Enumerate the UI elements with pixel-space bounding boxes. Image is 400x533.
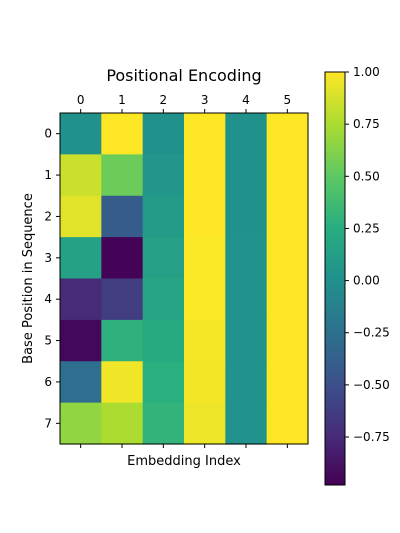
heatmap-cell <box>101 402 144 445</box>
colorbar <box>324 71 346 486</box>
colorbar-tick-label: −0.50 <box>353 378 390 392</box>
colorbar-tick-label: −0.75 <box>353 430 390 444</box>
heatmap-cell <box>184 113 226 155</box>
heatmap-cell <box>184 402 226 445</box>
y-axis-label: Base Position in Sequence <box>21 193 36 364</box>
heatmap-cell <box>142 154 185 197</box>
heatmap-cell <box>184 154 226 197</box>
x-axis-ticks: 0 1 2 3 4 5 <box>77 93 291 448</box>
heatmap-cell <box>225 154 268 197</box>
heatmap-cells <box>60 113 309 445</box>
heatmap-cell <box>225 195 268 238</box>
heatmap-cell <box>142 319 185 362</box>
heatmap-cell <box>101 195 144 238</box>
y-tick-label: 4 <box>44 292 52 306</box>
heatmap-cell <box>142 402 185 445</box>
heatmap-cell <box>60 402 102 445</box>
heatmap-cell <box>101 361 144 404</box>
heatmap-cell <box>101 237 144 280</box>
heatmap-cell <box>225 319 268 362</box>
heatmap-cell <box>60 278 102 321</box>
heatmap-cell <box>184 195 226 238</box>
heatmap-cell <box>101 113 144 155</box>
heatmap-cell <box>266 278 309 321</box>
x-tick-label: 0 <box>77 93 85 107</box>
colorbar-tick-label: −0.25 <box>353 326 390 340</box>
colorbar-tick-label: 1.00 <box>353 65 380 79</box>
heatmap-cell <box>101 319 144 362</box>
y-tick-label: 1 <box>44 168 52 182</box>
heatmap-cell <box>142 278 185 321</box>
heatmap-cell <box>142 195 185 238</box>
heatmap-cell <box>266 195 309 238</box>
heatmap-cell <box>266 237 309 280</box>
heatmap-cell <box>225 402 268 445</box>
heatmap-frame <box>59 112 309 445</box>
colorbar-tick-label: 0.00 <box>353 274 380 288</box>
heatmap-cell <box>60 154 102 197</box>
heatmap-cell <box>142 237 185 280</box>
heatmap-cell <box>184 237 226 280</box>
heatmap-cell <box>60 361 102 404</box>
heatmap-cell <box>266 361 309 404</box>
heatmap-cell <box>225 278 268 321</box>
colorbar-tick-label: 0.25 <box>353 221 380 235</box>
y-tick-label: 5 <box>44 334 52 348</box>
heatmap-cell <box>142 113 185 155</box>
heatmap-cell <box>60 319 102 362</box>
y-tick-label: 3 <box>44 251 52 265</box>
x-axis-label: Embedding Index <box>127 454 241 469</box>
y-axis-ticks: 0 1 2 3 4 5 6 7 <box>44 127 60 430</box>
heatmap-cell <box>60 113 102 155</box>
heatmap-cell <box>266 319 309 362</box>
heatmap-cell <box>225 361 268 404</box>
heatmap-cell <box>101 278 144 321</box>
heatmap-cell <box>225 237 268 280</box>
chart-title: Positional Encoding <box>106 66 261 85</box>
y-tick-label: 2 <box>44 209 52 223</box>
heatmap-cell <box>101 154 144 197</box>
heatmap-cell <box>60 237 102 280</box>
x-tick-label: 5 <box>284 93 292 107</box>
x-tick-label: 3 <box>201 93 209 107</box>
y-tick-label: 6 <box>44 375 52 389</box>
heatmap-cell <box>225 113 268 155</box>
heatmap-cell <box>184 361 226 404</box>
colorbar-tick-label: 0.75 <box>353 117 380 131</box>
heatmap-cell <box>266 113 309 155</box>
heatmap-cell <box>60 195 102 238</box>
heatmap-cell <box>142 361 185 404</box>
y-tick-label: 7 <box>44 416 52 430</box>
colorbar-ticks: 1.00 0.75 0.50 0.25 0.00 −0.25 −0.50 −0.75 <box>345 65 390 444</box>
colorbar-tick-label: 0.50 <box>353 169 380 183</box>
x-tick-label: 4 <box>242 93 250 107</box>
heatmap-cell <box>184 278 226 321</box>
heatmap-cell <box>266 402 309 445</box>
x-tick-label: 1 <box>118 93 126 107</box>
y-tick-label: 0 <box>44 127 52 141</box>
heatmap-cell <box>266 154 309 197</box>
x-tick-label: 2 <box>160 93 168 107</box>
heatmap-cell <box>184 319 226 362</box>
